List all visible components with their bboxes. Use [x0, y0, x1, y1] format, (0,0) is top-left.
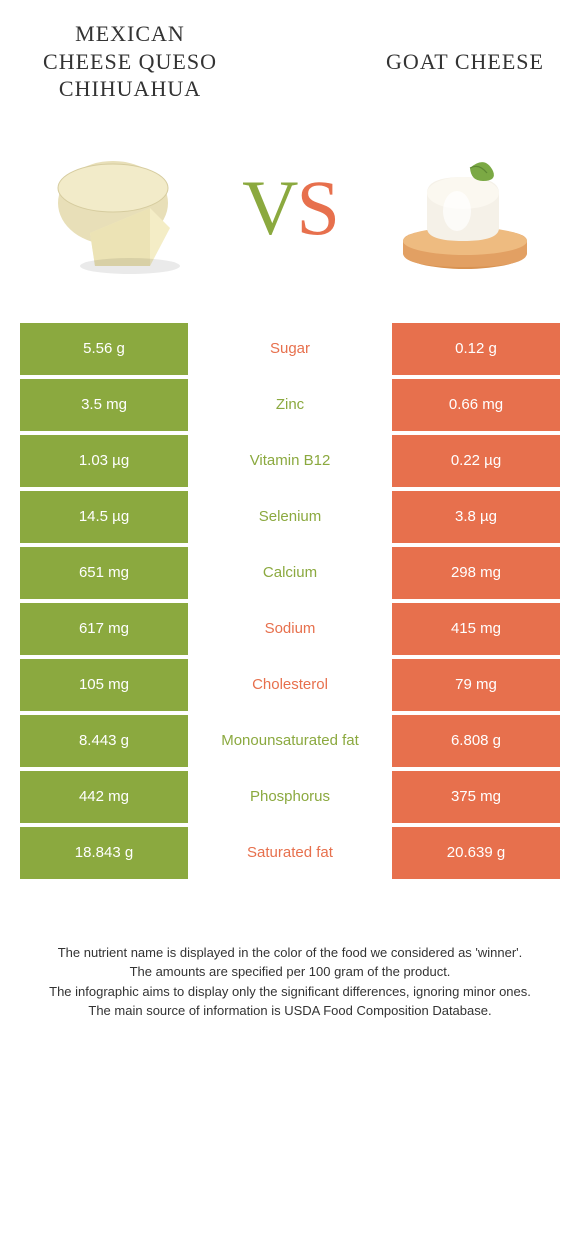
footer-line: The main source of information is USDA F…: [30, 1001, 550, 1021]
footer-line: The infographic aims to display only the…: [30, 982, 550, 1002]
table-row: 8.443 gMonounsaturated fat6.808 g: [20, 715, 560, 767]
left-value: 14.5 µg: [20, 491, 188, 543]
right-value: 375 mg: [392, 771, 560, 823]
right-value: 415 mg: [392, 603, 560, 655]
right-value: 0.66 mg: [392, 379, 560, 431]
left-value: 651 mg: [20, 547, 188, 599]
left-value: 617 mg: [20, 603, 188, 655]
right-value: 0.12 g: [392, 323, 560, 375]
table-row: 442 mgPhosphorus375 mg: [20, 771, 560, 823]
left-value: 3.5 mg: [20, 379, 188, 431]
table-row: 105 mgCholesterol79 mg: [20, 659, 560, 711]
vs-s: S: [296, 169, 337, 247]
nutrient-label: Saturated fat: [188, 827, 392, 879]
table-row: 1.03 µgVitamin B120.22 µg: [20, 435, 560, 487]
vs-v: V: [242, 169, 296, 247]
left-value: 18.843 g: [20, 827, 188, 879]
left-food-image: [30, 123, 210, 293]
left-value: 8.443 g: [20, 715, 188, 767]
nutrient-label: Zinc: [188, 379, 392, 431]
right-value: 3.8 µg: [392, 491, 560, 543]
table-row: 617 mgSodium415 mg: [20, 603, 560, 655]
title-left: Mexican Cheese queso chihuahua: [30, 20, 230, 103]
title-right: Goat cheese: [380, 48, 550, 76]
vs-label: VS: [242, 169, 338, 247]
nutrient-label: Cholesterol: [188, 659, 392, 711]
table-row: 651 mgCalcium298 mg: [20, 547, 560, 599]
left-value: 5.56 g: [20, 323, 188, 375]
right-food-image: [370, 123, 550, 293]
right-value: 20.639 g: [392, 827, 560, 879]
left-value: 105 mg: [20, 659, 188, 711]
nutrient-label: Sodium: [188, 603, 392, 655]
image-row: VS: [0, 113, 580, 323]
right-value: 0.22 µg: [392, 435, 560, 487]
table-row: 3.5 mgZinc0.66 mg: [20, 379, 560, 431]
table-row: 5.56 gSugar0.12 g: [20, 323, 560, 375]
nutrient-label: Phosphorus: [188, 771, 392, 823]
footer-notes: The nutrient name is displayed in the co…: [0, 883, 580, 1051]
table-row: 14.5 µgSelenium3.8 µg: [20, 491, 560, 543]
nutrient-label: Calcium: [188, 547, 392, 599]
right-value: 79 mg: [392, 659, 560, 711]
nutrient-label: Monounsaturated fat: [188, 715, 392, 767]
left-value: 1.03 µg: [20, 435, 188, 487]
nutrient-label: Selenium: [188, 491, 392, 543]
header: Mexican Cheese queso chihuahua Goat chee…: [0, 0, 580, 113]
nutrient-label: Vitamin B12: [188, 435, 392, 487]
nutrient-table: 5.56 gSugar0.12 g3.5 mgZinc0.66 mg1.03 µ…: [0, 323, 580, 879]
right-value: 6.808 g: [392, 715, 560, 767]
right-value: 298 mg: [392, 547, 560, 599]
nutrient-label: Sugar: [188, 323, 392, 375]
table-row: 18.843 gSaturated fat20.639 g: [20, 827, 560, 879]
footer-line: The nutrient name is displayed in the co…: [30, 943, 550, 963]
left-value: 442 mg: [20, 771, 188, 823]
footer-line: The amounts are specified per 100 gram o…: [30, 962, 550, 982]
